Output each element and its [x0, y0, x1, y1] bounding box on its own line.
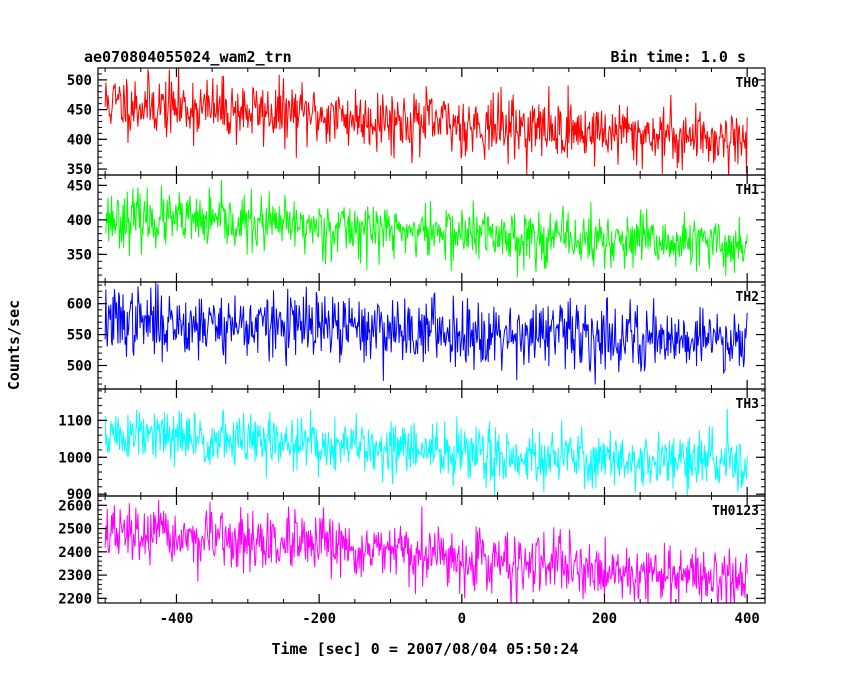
panel-th3: 900 1000 1100 TH3: [58, 388, 766, 503]
panel-th1-label: TH1: [736, 183, 760, 198]
y-axis-title: Counts/sec: [5, 300, 23, 390]
x-axis: -400 -200 0 200 400: [160, 611, 760, 627]
panel-th3-label: TH3: [736, 397, 759, 412]
panel-th3-ytick-label: 900: [67, 487, 92, 503]
panel-th2-ytick-label: 500: [67, 358, 92, 374]
panel-th3-ytick-label: 1000: [58, 450, 92, 466]
panel-th2: 500 550 600 TH2: [67, 281, 766, 390]
panel-th1-ytick-label: 450: [67, 178, 92, 194]
xtick-label: 0: [458, 611, 466, 627]
panel-th0123-ytick-label: 2200: [58, 591, 92, 607]
panel-th0123-frame: [97, 495, 766, 604]
xtick-label: 200: [592, 611, 617, 627]
chart-title: ae070804055024_wam2_trn: [84, 48, 292, 66]
panel-th0-ytick-label: 400: [67, 132, 92, 148]
x-axis-title: Time [sec] 0 = 2007/08/04 05:50:24: [271, 640, 578, 658]
panel-th0123-label: TH0123: [712, 504, 759, 519]
panel-th0-ytick-label: 350: [67, 162, 92, 178]
panel-th2-label: TH2: [736, 290, 759, 305]
panel-th0123: 2200 2300 2400 2500 2600 TH0123: [58, 495, 766, 607]
panel-th0123-ytick-label: 2500: [58, 522, 92, 538]
panel-th2-series-line: [104, 282, 748, 385]
panel-th0123-ytick-label: 2400: [58, 545, 92, 561]
panel-th2-ytick-label: 600: [67, 297, 92, 313]
xtick-label: 400: [735, 611, 760, 627]
panel-th0-series-line: [104, 68, 748, 175]
panel-th0123-ytick-label: 2300: [58, 568, 92, 584]
bin-time-label: Bin time: 1.0 s: [611, 48, 746, 66]
panel-th2-ytick-label: 550: [67, 328, 92, 344]
panel-th0-ytick-label: 450: [67, 103, 92, 119]
xtick-label: -200: [302, 611, 336, 627]
xtick-label: -400: [160, 611, 194, 627]
panel-th1-series-line: [104, 180, 748, 277]
panel-th1: 350 400 450 TH1: [67, 174, 766, 283]
panel-th1-ytick-label: 400: [67, 213, 92, 229]
panels-group: 350 400 450 500 TH0 350 400 450 TH1 500 550 600 TH2 9…: [58, 67, 766, 607]
panel-th0123-ytick-label: 2600: [58, 498, 92, 514]
panel-th3-ytick-label: 1100: [58, 413, 92, 429]
panel-th1-ytick-label: 350: [67, 247, 92, 263]
panel-th0-ytick-label: 500: [67, 73, 92, 89]
panel-th0-label: TH0: [736, 76, 760, 91]
panel-th0123-series-line: [104, 500, 748, 603]
panel-th3-series-line: [104, 408, 748, 496]
